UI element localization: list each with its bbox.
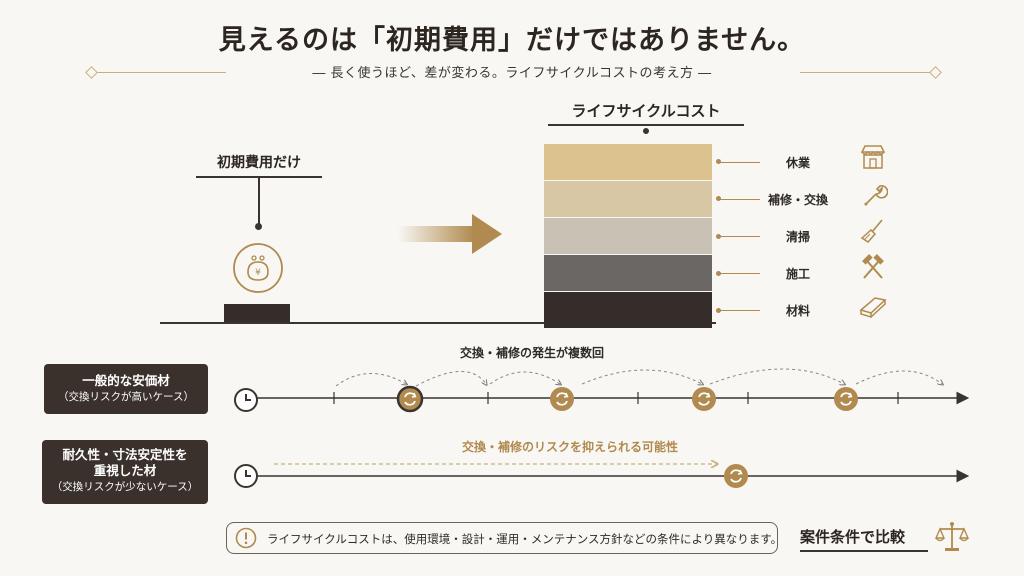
broom-icon xyxy=(860,219,883,243)
replace-cycle-icon xyxy=(550,387,574,411)
clock-icon xyxy=(234,388,258,412)
wrench-icon xyxy=(864,185,888,206)
legend-label: 施工 xyxy=(785,267,810,282)
initial-cost-dot xyxy=(255,223,262,230)
replace-cycle-icon xyxy=(724,464,748,488)
durable-material-note: （交換リスクが少ないケース） xyxy=(51,481,199,493)
initial-cost-bar xyxy=(224,304,290,324)
lifecycle-note-box: ライフサイクルコストは、使用環境・設計・運用・メンテナンス方針などの条件により異… xyxy=(226,522,782,554)
cheap-material-note: （交換リスクが高いケース） xyxy=(58,391,194,403)
durable-material-title: 耐久性・寸法安定性を xyxy=(62,447,188,462)
initial-cost-underline xyxy=(196,176,322,178)
cost-segment-4 xyxy=(544,255,712,291)
svg-text:¥: ¥ xyxy=(255,268,261,278)
legend-label: 補修・交換 xyxy=(768,192,829,207)
page-subtitle: ― 長く使うほど、差が変わる。ライフサイクルコストの考え方 ― xyxy=(312,66,712,81)
baseline xyxy=(160,322,716,324)
replace-cycle-icon xyxy=(396,385,424,413)
legend-line xyxy=(718,310,760,312)
lifecycle-cost-dot xyxy=(643,128,649,134)
title-divider-right xyxy=(800,72,934,73)
timeline-2 xyxy=(254,452,970,483)
lifecycle-cost-label: ライフサイクルコスト xyxy=(571,102,721,120)
scale-icon xyxy=(934,522,970,551)
cost-segment-1 xyxy=(544,144,712,180)
legend-line xyxy=(718,236,760,237)
page-title: 見えるのは「初期費用」だけではありません。 xyxy=(218,25,806,56)
timeline-2-annotation: 交換・補修のリスクを抑えられる可能性 xyxy=(461,440,678,454)
cost-segment-2 xyxy=(544,181,712,217)
legend-line xyxy=(718,198,760,200)
cost-segment-5 xyxy=(544,292,712,328)
lumber-icon xyxy=(859,297,887,319)
legend-line xyxy=(718,161,760,163)
store-icon xyxy=(860,145,886,169)
coin-purse-yen-icon: ¥ xyxy=(233,243,283,293)
cheap-material-title: 一般的な安価材 xyxy=(82,373,170,388)
initial-cost-connector xyxy=(258,177,260,225)
cheap-material-tag: 一般的な安価材 （交換リスクが高いケース） xyxy=(44,364,208,414)
legend-line xyxy=(718,273,760,275)
timeline-1-annotation: 交換・補修の発生が複数回 xyxy=(459,346,604,360)
lifecycle-note-text: ライフサイクルコストは、使用環境・設計・運用・メンテナンス方針などの条件により異… xyxy=(267,532,783,546)
initial-cost-label: 初期費用だけ xyxy=(217,155,301,171)
warning-icon xyxy=(235,527,257,549)
lifecycle-cost-underline xyxy=(548,124,744,126)
replace-cycle-icon xyxy=(692,387,716,411)
compare-label: 案件条件で比較 xyxy=(800,528,906,546)
clock-icon xyxy=(234,464,258,488)
title-divider-left xyxy=(92,72,226,73)
transition-arrow-icon xyxy=(398,214,502,254)
compare-underline xyxy=(800,550,928,552)
legend-label: 清掃 xyxy=(785,230,810,244)
timeline-1 xyxy=(254,368,970,405)
durable-material-title-2: 重視した材 xyxy=(93,463,157,478)
hammer-icon xyxy=(862,254,884,279)
durable-material-tag: 耐久性・寸法安定性を 重視した材 （交換リスクが少ないケース） xyxy=(42,440,208,504)
legend-label: 休業 xyxy=(785,155,810,170)
legend-label: 材料 xyxy=(785,304,810,319)
replace-cycle-icon xyxy=(834,387,858,411)
cost-segment-3 xyxy=(544,218,712,254)
